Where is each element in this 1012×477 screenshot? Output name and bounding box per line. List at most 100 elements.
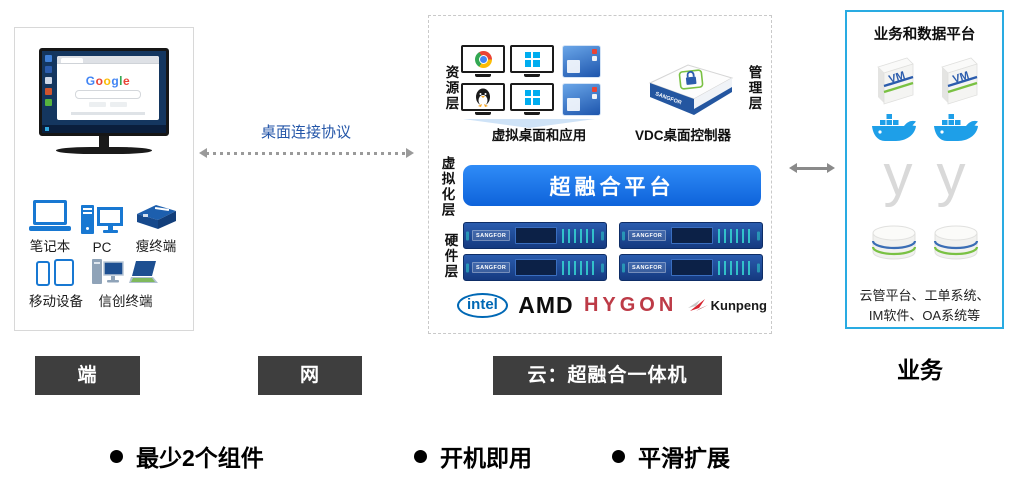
monitor-neck bbox=[99, 136, 109, 147]
server-brand: SANGFOR bbox=[472, 230, 511, 241]
dotted-double-arrow bbox=[199, 148, 414, 158]
vm-box-icon: VM bbox=[940, 57, 978, 105]
google-buttons bbox=[89, 102, 127, 107]
windows-icon bbox=[524, 89, 540, 105]
bullet-dot-icon bbox=[414, 449, 427, 463]
lock-icon bbox=[685, 76, 697, 85]
desktop-thumbnail bbox=[562, 83, 601, 116]
hci-platform-bar: 超融合平台 bbox=[463, 165, 761, 206]
label-network: 网 bbox=[258, 356, 362, 395]
device-row-1: 笔记本 PC 瘦终端 bbox=[29, 200, 179, 255]
chrome-desktop-icon bbox=[461, 45, 505, 73]
cloud-panel: 资源层 虚拟化层 硬件层 管理层 虚拟桌面和应用 bbox=[428, 15, 772, 334]
solid-line bbox=[795, 166, 829, 170]
windows-desktop-icon bbox=[510, 83, 554, 111]
windows-desktop-icon bbox=[510, 45, 554, 73]
server-icon: SANGFOR bbox=[463, 254, 607, 281]
virtual-desktop-label: 虚拟桌面和应用 bbox=[491, 128, 587, 143]
device-thin-client: 瘦终端 bbox=[133, 200, 179, 255]
device-label: 信创终端 bbox=[98, 294, 153, 309]
server-drives bbox=[562, 260, 598, 275]
kunpeng-bird-icon bbox=[687, 299, 708, 311]
arrow-left-head-icon bbox=[789, 163, 797, 173]
label-cloud: 云：超融合一体机 bbox=[493, 356, 722, 395]
linux-desktop-icon bbox=[461, 83, 505, 111]
amd-logo: AMD bbox=[518, 291, 574, 318]
browser-window: Google bbox=[57, 56, 159, 120]
device-label: 瘦终端 bbox=[135, 239, 177, 254]
server-drives bbox=[718, 260, 754, 275]
windows-icon bbox=[524, 51, 540, 67]
laptop-icon bbox=[29, 200, 71, 231]
vm-text: VM bbox=[887, 70, 906, 86]
chevron-down-icon bbox=[463, 119, 595, 128]
apps-line-2: IM软件、OA系统等 bbox=[868, 307, 981, 323]
label-terminal: 端 bbox=[35, 356, 140, 395]
desktop-icons-strip bbox=[45, 55, 53, 106]
intel-logo: intel bbox=[457, 292, 508, 318]
monitor-screen: Google bbox=[39, 48, 169, 136]
chrome-icon bbox=[474, 50, 492, 68]
device-label: 笔记本 bbox=[29, 239, 71, 254]
device-label: 移动设备 bbox=[29, 294, 83, 309]
database-icon bbox=[933, 225, 978, 260]
layer-label-resource: 资源层 bbox=[443, 65, 459, 112]
server-icon: SANGFOR bbox=[463, 222, 607, 249]
desktop-thumbnail bbox=[562, 45, 601, 78]
cpu-vendor-row: intel AMD HYGON Kunpeng bbox=[457, 286, 767, 324]
yy-logo-row: y y bbox=[847, 144, 1002, 208]
dotted-line bbox=[206, 151, 407, 155]
business-apps-text: 云管平台、工单系统、 IM软件、OA系统等 bbox=[847, 286, 1002, 325]
virtual-desktop-row-1 bbox=[461, 45, 601, 79]
server-icon: SANGFOR bbox=[619, 254, 763, 281]
bullet-text: 平滑扩展 bbox=[638, 445, 730, 471]
virtual-desktop-row-2 bbox=[461, 83, 601, 117]
vm-text: VM bbox=[951, 70, 970, 86]
server-drives bbox=[562, 228, 598, 243]
device-row-2: 移动设备 信创终端 bbox=[29, 256, 160, 310]
thin-client-icon bbox=[137, 205, 176, 229]
bullet-dot-icon bbox=[612, 449, 625, 463]
bullet-text: 最少2个组件 bbox=[136, 445, 264, 471]
bullet-text: 开机即用 bbox=[440, 445, 532, 471]
business-panel-title: 业务和数据平台 bbox=[873, 27, 976, 43]
database-icon-row bbox=[847, 224, 1002, 262]
vdc-appliance-icon: SANGFOR bbox=[648, 64, 734, 115]
apps-line-1: 云管平台、工单系统、 bbox=[859, 288, 990, 303]
device-pc: PC bbox=[81, 205, 123, 255]
pc-icon bbox=[81, 205, 123, 236]
bullet-smooth-scale: 平滑扩展 bbox=[612, 439, 730, 473]
browser-footer-line bbox=[71, 112, 145, 115]
xinchuang-laptop-icon bbox=[129, 261, 158, 283]
vm-icon-row: VM VM bbox=[847, 52, 1002, 106]
bullet-dot-icon bbox=[110, 449, 123, 463]
hygon-logo: HYGON bbox=[583, 293, 678, 316]
arrow-left-head-icon bbox=[199, 148, 207, 158]
server-brand: SANGFOR bbox=[628, 230, 667, 241]
kunpeng-logo: Kunpeng bbox=[687, 297, 767, 313]
mobile-devices-icon bbox=[36, 257, 76, 286]
device-xinchuang: 信创终端 bbox=[91, 256, 160, 310]
browser-toolbar bbox=[57, 56, 159, 64]
solid-double-arrow bbox=[789, 163, 835, 173]
desktop-monitor-icon: Google bbox=[39, 48, 169, 154]
xinchuang-terminal-icon bbox=[91, 256, 160, 286]
vm-box-icon: VM bbox=[876, 57, 914, 105]
vdc-controller-label: VDC桌面控制器 bbox=[634, 128, 731, 143]
docker-icon bbox=[871, 114, 916, 141]
bullet-min-components: 最少2个组件 bbox=[110, 439, 264, 473]
arrow-right-head-icon bbox=[406, 148, 414, 158]
layer-label-virtualization: 虚拟化层 bbox=[439, 156, 455, 218]
docker-icon bbox=[933, 114, 978, 141]
docker-icon-row bbox=[847, 112, 1002, 144]
google-search-box bbox=[75, 90, 141, 99]
server-icon: SANGFOR bbox=[619, 222, 763, 249]
kunpeng-text: Kunpeng bbox=[710, 297, 767, 313]
device-label: PC bbox=[92, 240, 112, 255]
device-laptop: 笔记本 bbox=[29, 200, 71, 255]
server-drives bbox=[718, 228, 754, 243]
server-brand: SANGFOR bbox=[628, 262, 667, 273]
bullet-ready-to-use: 开机即用 bbox=[414, 439, 532, 473]
label-business: 业务 bbox=[897, 357, 943, 383]
